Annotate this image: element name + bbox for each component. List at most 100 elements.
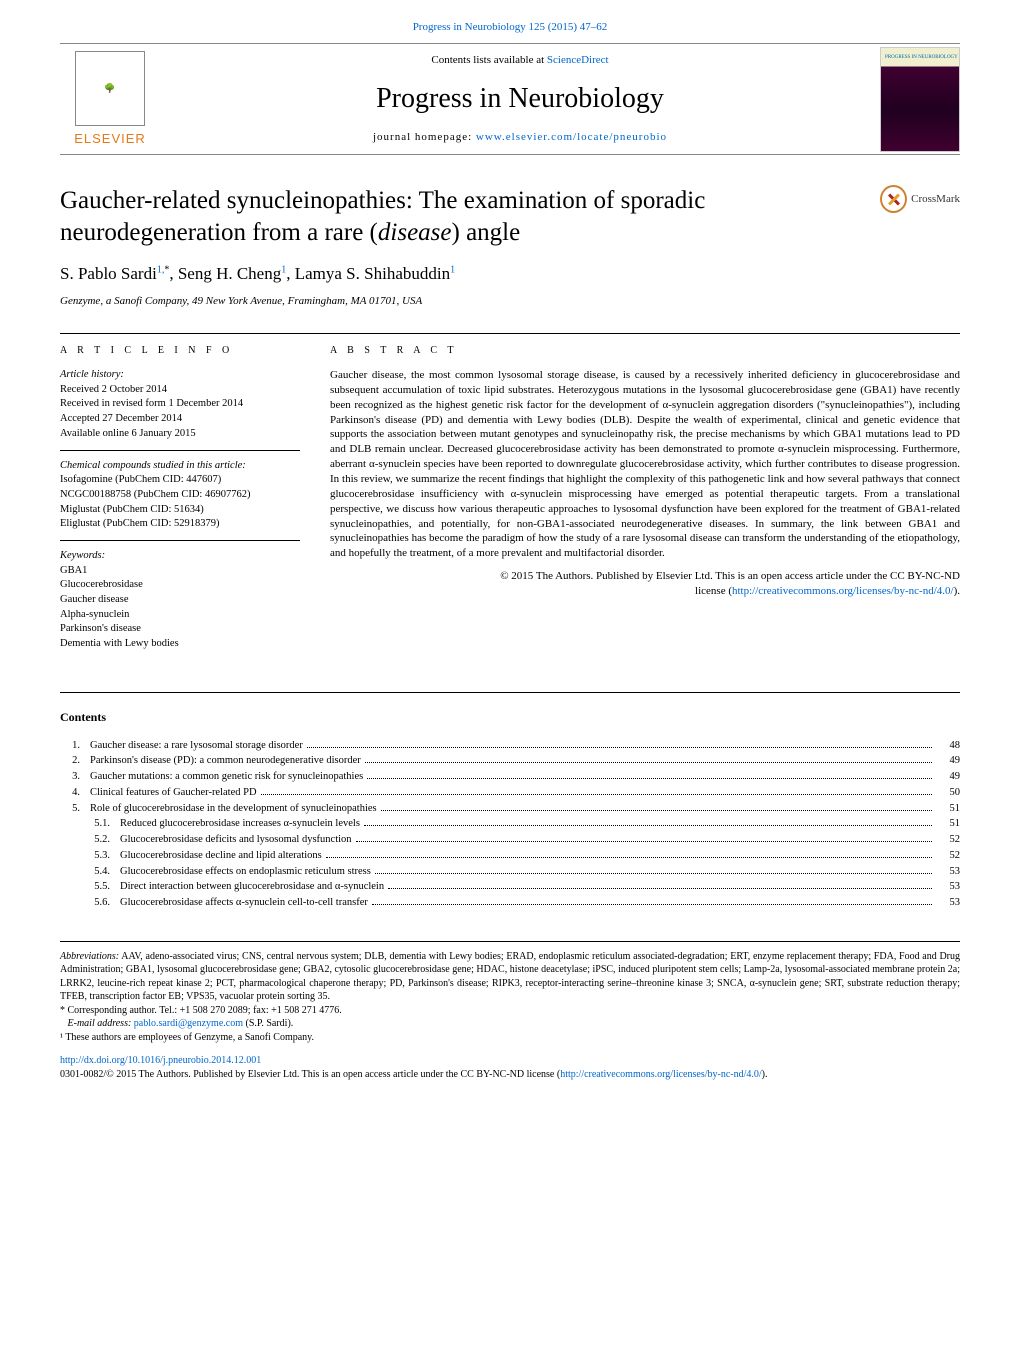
authors-line: S. Pablo Sardi1,*, Seng H. Cheng1, Lamya…: [60, 262, 960, 286]
history-1: Received in revised form 1 December 2014: [60, 397, 300, 412]
crossmark-badge[interactable]: CrossMark: [880, 185, 960, 213]
info-abstract-row: A R T I C L E I N F O Article history: R…: [60, 333, 960, 668]
title-line2-italic: disease: [378, 219, 452, 246]
toc-subnum: 5.1.: [60, 816, 120, 832]
keyword-1: Glucocerebrosidase: [60, 578, 300, 593]
toc-subtitle: Reduced glucocerebrosidase increases α-s…: [120, 816, 360, 832]
author3-aff[interactable]: 1: [450, 264, 455, 275]
abstract-col: A B S T R A C T Gaucher disease, the mos…: [330, 334, 960, 668]
title-line1: Gaucher-related synucleinopathies: The e…: [60, 187, 705, 214]
keywords-label: Keywords:: [60, 549, 300, 564]
title-line2b: ) angle: [452, 219, 521, 246]
toc-dots: [367, 778, 932, 779]
toc-page: 49: [936, 753, 960, 769]
toc-title: Gaucher disease: a rare lysosomal storag…: [90, 738, 303, 754]
toc-page: 52: [936, 832, 960, 848]
toc-row: 4.Clinical features of Gaucher-related P…: [60, 785, 960, 801]
crossmark-label: CrossMark: [911, 192, 960, 207]
toc-title: Role of glucocerebrosidase in the develo…: [90, 801, 377, 817]
elsevier-logo: 🌳 ELSEVIER: [60, 44, 160, 154]
toc-page: 51: [936, 801, 960, 817]
toc-row: 3.Gaucher mutations: a common genetic ri…: [60, 769, 960, 785]
compound-0: Isofagomine (PubChem CID: 447607): [60, 473, 300, 488]
email-label: E-mail address:: [68, 1018, 132, 1029]
journal-header: 🌳 ELSEVIER Contents lists available at S…: [60, 43, 960, 155]
toc-page: 53: [936, 864, 960, 880]
journal-title: Progress in Neurobiology: [160, 79, 880, 118]
journal-cover-thumb: PROGRESS IN NEUROBIOLOGY: [880, 47, 960, 152]
history-0: Received 2 October 2014: [60, 383, 300, 398]
homepage-line: journal homepage: www.elsevier.com/locat…: [160, 130, 880, 145]
article-info-col: A R T I C L E I N F O Article history: R…: [60, 334, 300, 668]
email-suffix: (S.P. Sardi).: [243, 1018, 293, 1029]
toc-subtitle: Glucocerebrosidase decline and lipid alt…: [120, 848, 322, 864]
toc-num: 3.: [60, 769, 90, 785]
compounds-block: Chemical compounds studied in this artic…: [60, 459, 300, 541]
toc-title: Gaucher mutations: a common genetic risk…: [90, 769, 363, 785]
citation-link[interactable]: Progress in Neurobiology 125 (2015) 47–6…: [413, 21, 608, 33]
abstract-heading: A B S T R A C T: [330, 344, 960, 358]
title-row: Gaucher-related synucleinopathies: The e…: [60, 185, 960, 248]
keyword-4: Parkinson's disease: [60, 622, 300, 637]
toc-subtitle: Direct interaction between glucocerebros…: [120, 879, 384, 895]
issn-license-link[interactable]: http://creativecommons.org/licenses/by-n…: [560, 1069, 761, 1080]
journal-citation: Progress in Neurobiology 125 (2015) 47–6…: [60, 20, 960, 35]
elsevier-tree-icon: 🌳: [75, 51, 145, 126]
email-line: E-mail address: pablo.sardi@genzyme.com …: [60, 1017, 960, 1031]
keyword-5: Dementia with Lewy bodies: [60, 637, 300, 652]
toc-subrow: 5.3.Glucocerebrosidase decline and lipid…: [60, 848, 960, 864]
sciencedirect-link[interactable]: ScienceDirect: [547, 54, 609, 66]
compound-1: NCGC00188758 (PubChem CID: 46907762): [60, 488, 300, 503]
toc-subrow: 5.6.Glucocerebrosidase affects α-synucle…: [60, 895, 960, 911]
article-info-heading: A R T I C L E I N F O: [60, 344, 300, 358]
cover-label: PROGRESS IN NEUROBIOLOGY: [885, 54, 958, 61]
toc-subnum: 5.6.: [60, 895, 120, 911]
compound-3: Eliglustat (PubChem CID: 52918379): [60, 517, 300, 532]
toc-dots: [356, 841, 932, 842]
contents-prefix: Contents lists available at: [431, 54, 546, 66]
history-2: Accepted 27 December 2014: [60, 412, 300, 427]
author-1: S. Pablo Sardi: [60, 264, 157, 283]
toc-subrow: 5.1.Reduced glucocerebrosidase increases…: [60, 816, 960, 832]
license-link[interactable]: http://creativecommons.org/licenses/by-n…: [732, 585, 954, 597]
keyword-3: Alpha-synuclein: [60, 608, 300, 623]
email-link[interactable]: pablo.sardi@genzyme.com: [134, 1018, 243, 1029]
doi-link[interactable]: http://dx.doi.org/10.1016/j.pneurobio.20…: [60, 1055, 261, 1066]
toc-subtitle: Glucocerebrosidase effects on endoplasmi…: [120, 864, 371, 880]
toc-dots: [307, 747, 932, 748]
toc-dots: [381, 810, 932, 811]
copyright-text: © 2015 The Authors. Published by Elsevie…: [500, 570, 960, 582]
keyword-0: GBA1: [60, 564, 300, 579]
toc-subnum: 5.3.: [60, 848, 120, 864]
contents-heading: Contents: [60, 692, 960, 726]
title-line2a: neurodegeneration from a rare (: [60, 219, 378, 246]
toc-subtitle: Glucocerebrosidase deficits and lysosoma…: [120, 832, 352, 848]
license-prefix: license (: [695, 585, 732, 597]
author-2: , Seng H. Cheng: [169, 264, 281, 283]
homepage-prefix: journal homepage:: [373, 131, 476, 143]
homepage-link[interactable]: www.elsevier.com/locate/pneurobio: [476, 131, 667, 143]
toc-dots: [365, 762, 932, 763]
keyword-2: Gaucher disease: [60, 593, 300, 608]
compounds-label: Chemical compounds studied in this artic…: [60, 459, 300, 474]
toc-row: 1.Gaucher disease: a rare lysosomal stor…: [60, 738, 960, 754]
abbrev-label: Abbreviations:: [60, 951, 119, 962]
toc-dots: [375, 873, 932, 874]
issn-text-a: 0301-0082/© 2015 The Authors. Published …: [60, 1069, 560, 1080]
author-3: , Lamya S. Shihabuddin: [286, 264, 450, 283]
contents-available: Contents lists available at ScienceDirec…: [160, 53, 880, 68]
license-suffix: ).: [954, 585, 960, 597]
toc-subnum: 5.5.: [60, 879, 120, 895]
history-label: Article history:: [60, 368, 300, 383]
affiliation: Genzyme, a Sanofi Company, 49 New York A…: [60, 294, 960, 309]
toc-title: Parkinson's disease (PD): a common neuro…: [90, 753, 361, 769]
toc-num: 1.: [60, 738, 90, 754]
toc-num: 2.: [60, 753, 90, 769]
keywords-block: Keywords: GBA1 Glucocerebrosidase Gauche…: [60, 549, 300, 660]
toc-subnum: 5.4.: [60, 864, 120, 880]
toc-dots: [326, 857, 932, 858]
table-of-contents: 1.Gaucher disease: a rare lysosomal stor…: [60, 738, 960, 911]
history-3: Available online 6 January 2015: [60, 427, 300, 442]
toc-row: 5.Role of glucocerebrosidase in the deve…: [60, 801, 960, 817]
footnote-1: ¹ These authors are employees of Genzyme…: [60, 1031, 960, 1045]
